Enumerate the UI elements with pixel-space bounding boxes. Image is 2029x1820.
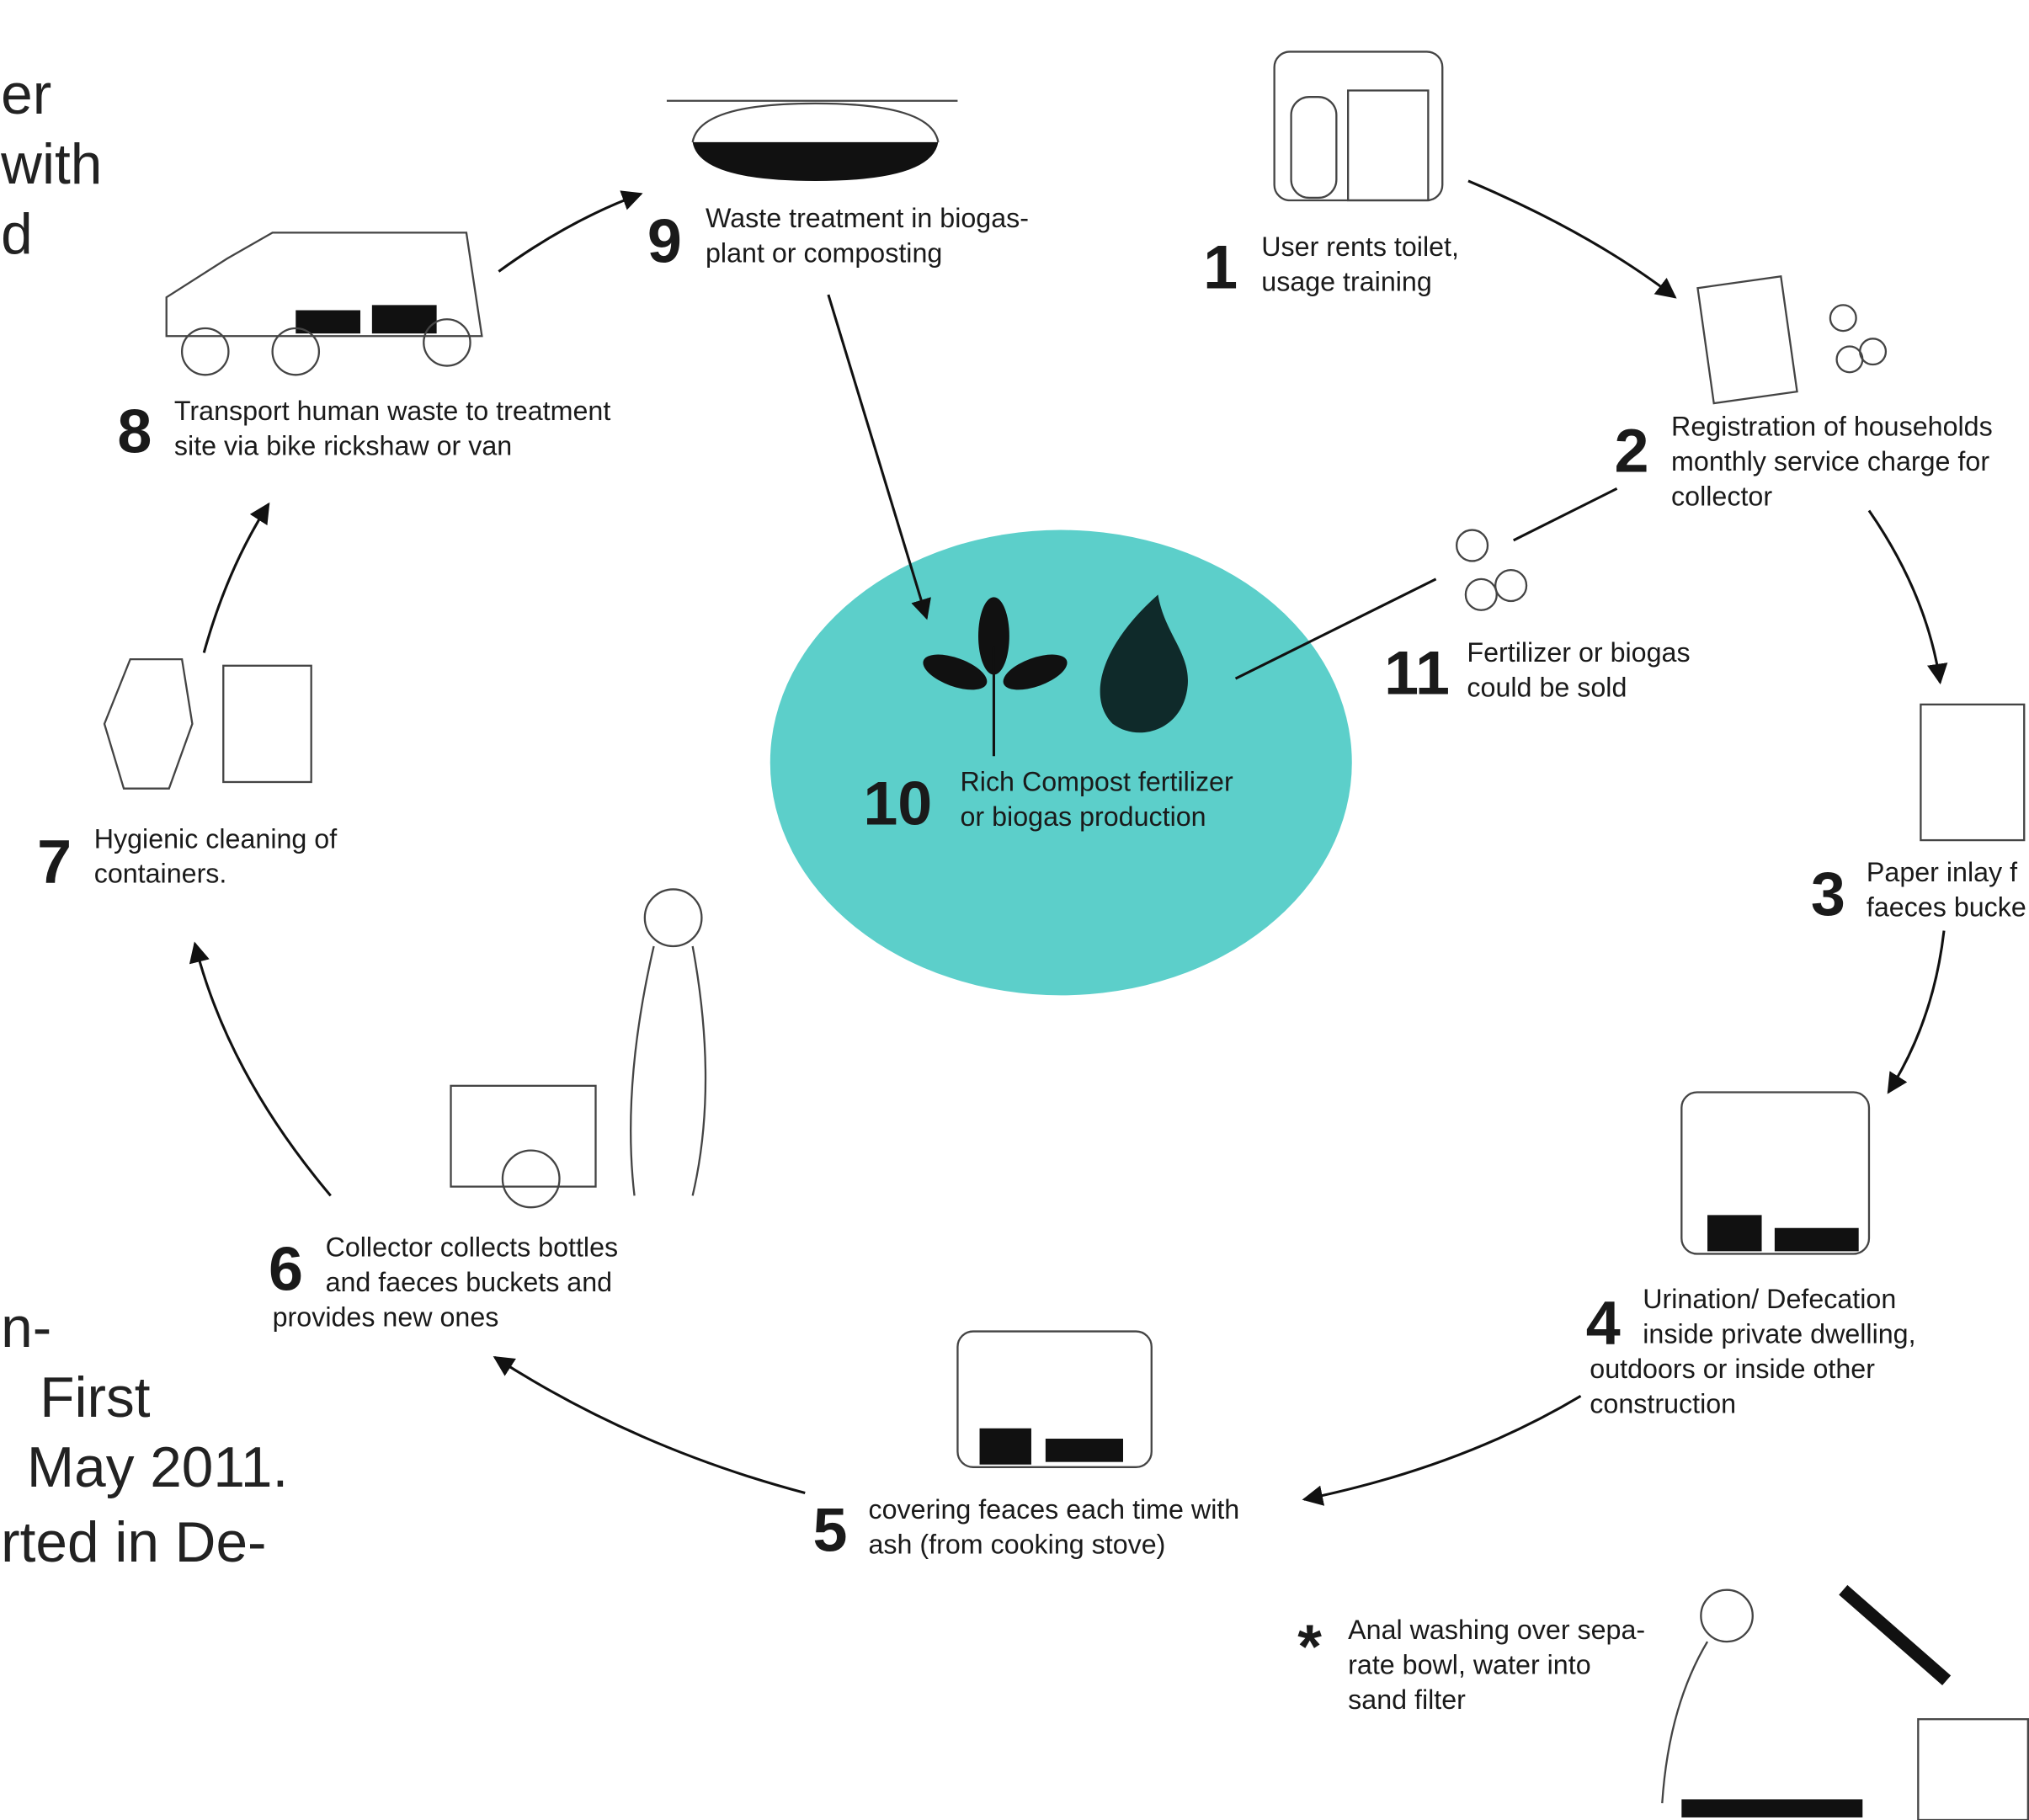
step-number: 11 <box>1384 638 1450 708</box>
step-number: 3 <box>1811 859 1845 929</box>
step-text: and faeces buckets and <box>326 1267 612 1297</box>
step-text: site via bike rickshaw or van <box>174 430 512 460</box>
step-number: 5 <box>812 1495 847 1565</box>
step-text: Transport human waste to treatment <box>174 396 610 426</box>
step-number: 1 <box>1203 231 1238 301</box>
page: 1 User rents toilet, usage training 2 Regist… <box>0 0 2029 1820</box>
step-text: containers. <box>94 859 227 889</box>
step-number: 4 <box>1586 1288 1621 1358</box>
step-text: ash (from cooking stove) <box>868 1530 1165 1560</box>
step-text: faeces bucke <box>1867 892 2026 923</box>
note-symbol: * <box>1297 1611 1322 1681</box>
side-text: er <box>1 63 51 126</box>
side-text: First <box>40 1366 151 1429</box>
step-number: 8 <box>117 396 152 466</box>
step-text: Hygienic cleaning of <box>94 823 338 854</box>
step-text: Paper inlay f <box>1867 857 2017 887</box>
side-text: May 2011. <box>27 1436 288 1499</box>
step-text: Fertilizer or biogas <box>1467 637 1690 668</box>
step-text: could be sold <box>1467 673 1627 703</box>
step-text: or biogas production <box>961 801 1206 832</box>
step-text: inside private dwelling, <box>1643 1318 1915 1349</box>
diagram: 1 User rents toilet, usage training 2 Regist… <box>0 0 2029 1820</box>
side-text: d <box>1 203 33 266</box>
step-text: monthly service charge for <box>1671 446 1989 476</box>
step-text: construction <box>1590 1388 1736 1418</box>
step-text: Urination/ Defecation <box>1643 1284 1896 1314</box>
step-number: 10 <box>863 769 932 838</box>
step-text: collector <box>1671 481 1772 511</box>
step-number: 2 <box>1614 415 1648 485</box>
side-text: with <box>0 133 102 196</box>
step-number: 6 <box>269 1233 303 1303</box>
step-text: Registration of households <box>1671 411 1993 441</box>
step-text: provides new ones <box>273 1301 499 1332</box>
side-text: n- <box>1 1296 51 1360</box>
step-text: usage training <box>1261 266 1432 296</box>
step-text: Rich Compost fertilizer <box>961 767 1233 797</box>
note-text: sand filter <box>1348 1684 1466 1715</box>
center-ellipse <box>770 530 1352 996</box>
step-text: plant or composting <box>706 238 942 269</box>
step-text: Waste treatment in biogas- <box>706 203 1029 233</box>
step-text: Collector collects bottles <box>326 1232 619 1263</box>
step-text: outdoors or inside other <box>1590 1354 1875 1384</box>
step-number: 9 <box>647 206 682 276</box>
step-text: User rents toilet, <box>1261 231 1459 262</box>
step-text: covering feaces each time with <box>868 1494 1239 1525</box>
note-text: Anal washing over sepa- <box>1348 1615 1645 1645</box>
side-text: rted in De- <box>1 1511 266 1574</box>
step-number: 7 <box>37 827 72 897</box>
note-text: rate bowl, water into <box>1348 1649 1590 1679</box>
